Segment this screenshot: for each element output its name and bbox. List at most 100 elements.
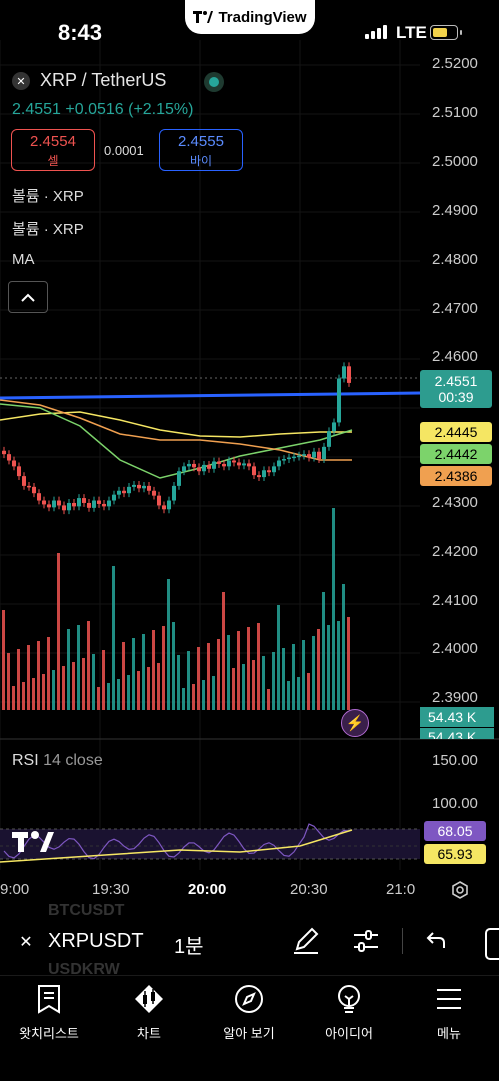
volume-bar (122, 642, 125, 710)
trendline (0, 391, 421, 400)
candle-body (197, 467, 201, 472)
candle-body (92, 500, 96, 508)
interval-button[interactable]: 1분 (174, 936, 204, 958)
rsi-ma-line (0, 829, 353, 863)
rsi-line (3, 823, 350, 860)
candle-body (307, 454, 311, 458)
volume-bar (47, 637, 50, 710)
chart-icon (135, 985, 163, 1013)
indicators-sliders-icon[interactable] (352, 928, 380, 959)
chart-settings-icon[interactable] (450, 880, 470, 905)
volume-bar (32, 678, 35, 710)
volume-bar (287, 681, 290, 710)
indicator-ma[interactable]: MA (12, 251, 35, 268)
time-axis-label: 21:0 (386, 881, 416, 898)
price-chart[interactable] (0, 0, 499, 905)
price-axis-label: 2.3900 (432, 689, 478, 706)
nav-ideas[interactable]: 아이디어 (304, 984, 394, 1042)
candle-body (247, 463, 251, 467)
candle-body (87, 502, 91, 508)
candle-body (22, 476, 26, 486)
toolbar-symbol[interactable]: XRPUSDT (48, 930, 144, 952)
candle-body (187, 463, 191, 467)
lightning-icon[interactable]: ⚡ (341, 709, 369, 737)
volume-bar (132, 638, 135, 710)
volume-bar (92, 654, 95, 710)
sell-label: 셀 (47, 154, 59, 168)
volume-bar (297, 677, 300, 710)
collapse-legend-button[interactable] (8, 281, 48, 313)
volume-bar (262, 656, 265, 710)
tradingview-logo-icon (193, 11, 214, 23)
volume-bar (147, 667, 150, 710)
candle-body (107, 500, 111, 507)
nav-menu[interactable]: 메뉴 (404, 984, 494, 1042)
volume-bar (7, 653, 10, 710)
candle-body (282, 459, 286, 461)
candle-body (52, 500, 56, 508)
candle-body (122, 490, 126, 494)
chart-toolbar: ✕ XRPUSDT 1분 (0, 910, 499, 972)
price-axis-label: 2.4200 (432, 543, 478, 560)
price-axis-label: 2.4000 (432, 640, 478, 657)
volume-bar (62, 666, 65, 710)
price-axis-label: 2.4100 (432, 592, 478, 609)
price-change: 2.4551 +0.0516 (+2.15%) (12, 101, 194, 118)
volume-bar (142, 634, 145, 710)
candle-body (242, 463, 246, 466)
volume-bar (152, 630, 155, 710)
drawing-pen-icon[interactable] (291, 925, 321, 960)
candle-body (32, 486, 36, 494)
nav-explore[interactable]: 알아 보기 (204, 984, 294, 1042)
tradingview-pill[interactable]: TradingView (185, 0, 315, 34)
candle-body (167, 500, 171, 510)
fullscreen-icon[interactable] (485, 928, 499, 960)
indicator-volume-2[interactable]: 볼륨 · XRP (12, 221, 84, 238)
volume-bar (12, 686, 15, 710)
buy-button[interactable]: 2.4555 바이 (159, 129, 243, 171)
volume-bar (167, 579, 170, 710)
undo-icon[interactable] (425, 930, 447, 955)
rsi-legend[interactable]: RSI 14 close (12, 752, 103, 770)
candle-body (337, 378, 341, 423)
rsi-axis-label: 150.00 (432, 752, 478, 769)
volume-bar (182, 688, 185, 710)
candle-body (287, 457, 291, 460)
volume-bar (222, 592, 225, 710)
candle-body (27, 485, 31, 488)
volume-bar (67, 629, 70, 710)
candle-body (292, 456, 296, 459)
symbol-title[interactable]: XRP / TetherUS (40, 70, 167, 90)
price-axis-label: 2.5200 (432, 55, 478, 72)
watchlist-icon (38, 985, 60, 1014)
nav-chart[interactable]: 차트 (104, 984, 194, 1042)
rsi-value-tag: 68.05 (424, 821, 486, 841)
volume-bar (97, 687, 100, 710)
volume-bar (87, 621, 90, 710)
candle-body (327, 431, 331, 447)
rsi-band (0, 829, 420, 859)
volume-bar (42, 674, 45, 710)
sell-button[interactable]: 2.4554 셀 (11, 129, 95, 171)
volume-bar (327, 625, 330, 710)
candle-body (42, 500, 46, 505)
ma-green-tag: 2.4442 (420, 444, 492, 464)
watchlist-ghost-item: USDKRW (48, 961, 120, 978)
nav-label: 알아 보기 (223, 1026, 275, 1041)
candle-body (77, 498, 81, 507)
volume-bar (17, 649, 20, 710)
volume-bar (252, 660, 255, 710)
candle-body (317, 451, 321, 460)
candle-body (162, 505, 166, 510)
volume-bar (347, 617, 350, 710)
trendline (0, 391, 421, 400)
volume-bar (72, 662, 75, 710)
candle-body (82, 498, 86, 503)
indicator-volume-1[interactable]: 볼륨 · XRP (12, 188, 84, 205)
nav-watchlist[interactable]: 왓치리스트 (4, 984, 94, 1042)
candle-body (97, 500, 101, 504)
last-price-tag: 2.4551 00:39 (420, 370, 492, 408)
candle-body (192, 463, 196, 468)
candle-body (172, 485, 176, 501)
ma-orange-line (0, 399, 352, 461)
